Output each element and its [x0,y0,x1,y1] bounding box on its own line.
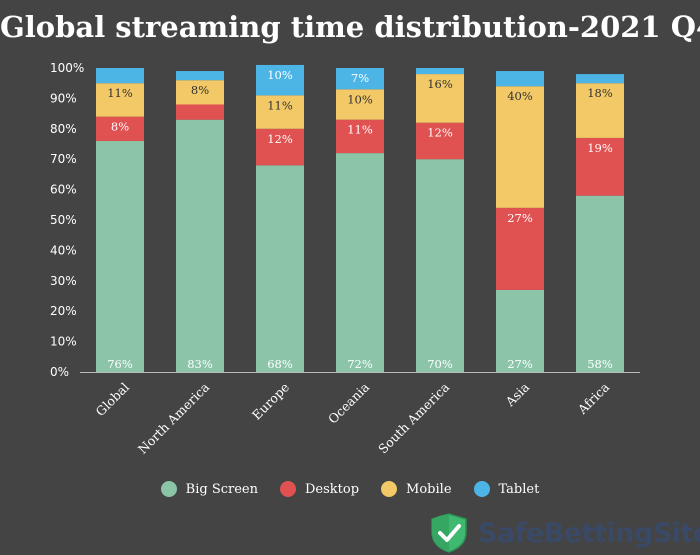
bar-segment-mobile [176,80,224,105]
data-label: 27% [507,211,533,225]
bar-segment-desktop [256,128,304,166]
legend-swatch-mobile [381,481,398,497]
y-tick-label: 100% [50,61,84,75]
bar-segment-big-screen [416,159,464,372]
data-label: 10% [267,68,293,82]
y-tick-label: 10% [50,335,77,349]
legend-swatch-desktop [280,481,296,497]
bar-segment-big-screen [96,140,144,372]
bar-segment-mobile [576,83,624,138]
y-tick-label: 20% [50,304,77,318]
bar-segment-desktop [336,119,384,154]
bar-segment-desktop [496,207,544,290]
data-label: 10% [347,92,373,106]
bar-segment-mobile [336,89,384,120]
data-label: 8% [111,120,129,134]
y-tick-label: 0% [50,365,69,379]
bar-segment-big-screen [336,153,384,372]
x-tick-label: Global [93,380,133,420]
x-axis: Global North America Europe Oceania South Am… [80,372,640,457]
data-label: 8% [191,83,209,97]
data-label: 18% [587,86,613,100]
y-tick-label: 40% [50,243,77,257]
brand-name: SafeBettingSites [478,517,700,549]
bar-segment-desktop [176,104,224,120]
bar-segment-big-screen [496,289,544,372]
data-label: 27% [507,357,533,371]
data-label: 16% [427,77,453,91]
data-label: 68% [267,357,293,371]
legend-label-desktop: Desktop [305,481,360,497]
bars: 76% 8% 11% 83% 8% 68% 12% 11% 10% 72% 11% 10% 7% 70% 1… [96,64,624,373]
data-label: 70% [427,357,453,371]
legend-item-big-screen: Big Screen [160,481,258,497]
y-tick-label: 30% [50,274,77,288]
bar-segment-big-screen [576,195,624,372]
bar-segment-mobile [256,95,304,129]
bar-segment-tablet [256,64,304,96]
bar-segment-tablet [176,71,224,81]
legend-item-tablet: Tablet [473,481,540,497]
data-label: 12% [267,132,293,146]
x-tick-label: South America [375,379,452,456]
x-tick-label: Oceania [325,379,372,426]
x-tick-label: Africa [574,379,612,417]
data-label: 7% [351,71,369,85]
legend-item-desktop: Desktop [280,481,359,497]
x-tick-label: Asia [502,379,533,410]
data-label: 11% [107,86,133,100]
data-label: 19% [587,141,613,155]
data-label: 11% [347,123,373,137]
brand-logo: SafeBettingSites [430,513,700,553]
data-label: 40% [507,89,533,103]
bar-segment-tablet [96,68,144,84]
bar-segment-mobile [496,86,544,208]
chart-title: Global streaming time distribution-2021 … [0,10,700,44]
legend: Big Screen Desktop Mobile Tablet [0,481,700,497]
x-tick-label: North America [135,379,213,457]
bar-segment-desktop [416,122,464,160]
bar-segment-tablet [496,71,544,87]
legend-swatch-tablet [473,481,490,497]
legend-item-mobile: Mobile [381,481,452,497]
shield-check-icon [431,513,467,553]
bar-segment-desktop [96,116,144,141]
data-label: 83% [187,357,213,371]
data-label: 76% [107,357,133,371]
bar-segment-tablet [336,68,384,90]
y-tick-label: 50% [50,213,77,227]
x-tick-label: Europe [249,380,292,423]
data-label: 11% [267,98,293,112]
data-label: 12% [427,126,453,140]
bar-segment-mobile [416,74,464,123]
bar-segment-tablet [576,74,624,84]
legend-label-tablet: Tablet [498,481,540,497]
y-tick-label: 80% [50,122,77,136]
data-label: 58% [587,357,613,371]
y-axis: 0% 10% 20% 30% 40% 50% 60% 70% 80% 90% 100% [50,61,84,379]
data-label: 72% [347,357,373,371]
bar-segment-desktop [576,137,624,196]
y-tick-label: 60% [50,183,77,197]
bar-segment-mobile [96,83,144,117]
y-tick-label: 70% [50,152,77,166]
stacked-bar-chart: 0% 10% 20% 30% 40% 50% 60% 70% 80% 90% 100% 76% 8% 1… [50,61,640,457]
legend-label-big-screen: Big Screen [185,481,258,497]
bar-segment-tablet [416,68,464,75]
legend-label-mobile: Mobile [406,481,452,497]
legend-swatch-big-screen [160,481,177,497]
bar-segment-big-screen [176,119,224,373]
y-tick-label: 90% [50,91,77,105]
bar-segment-big-screen [256,165,304,372]
